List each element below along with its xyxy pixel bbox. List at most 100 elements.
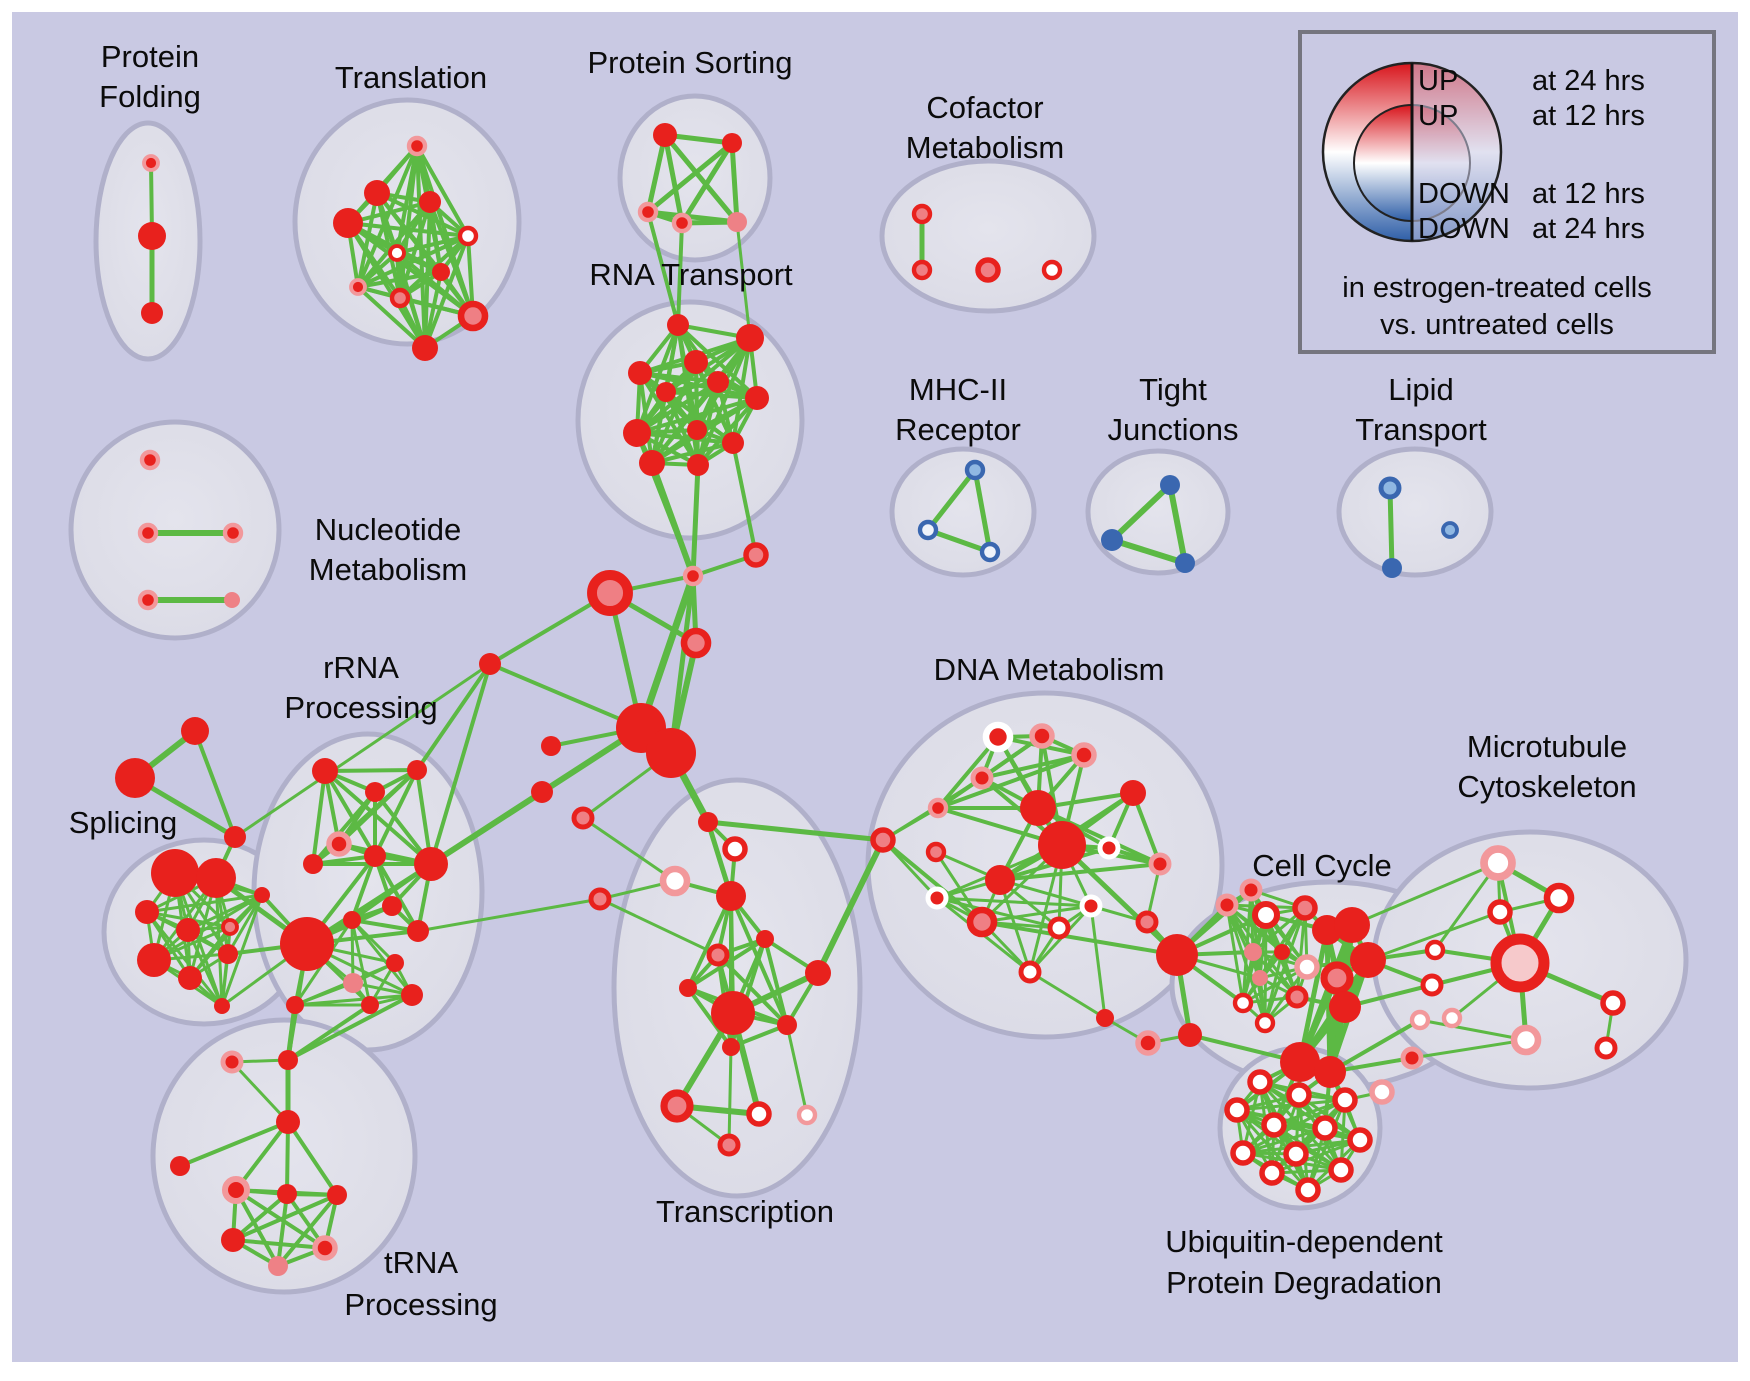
gene-node-rt8 — [623, 419, 651, 447]
node-layer — [115, 123, 1626, 1276]
gene-node-rb — [365, 782, 385, 802]
gene-node-s11 — [218, 944, 238, 964]
gene-node-nm1 — [139, 449, 161, 471]
gene-node-cc4 — [680, 627, 712, 659]
edge — [664, 390, 759, 400]
gene-node-cm2 — [911, 259, 933, 281]
gene-node-m20 — [1096, 1009, 1114, 1027]
edge — [1167, 482, 1188, 566]
edge — [346, 221, 470, 238]
gene-node-c11 — [1254, 1012, 1276, 1034]
gene-node-x12 — [660, 1089, 694, 1123]
gene-node-ps5 — [727, 212, 747, 232]
gene-node-m11 — [1097, 836, 1121, 860]
gene-node-cp2 — [646, 728, 696, 778]
gene-node-m3 — [1071, 742, 1097, 768]
edge — [1433, 861, 1500, 952]
edge — [635, 396, 759, 435]
gene-node-tj1 — [1160, 475, 1180, 495]
legend-time-label: at 12 hrs — [1532, 100, 1645, 132]
gene-node-b10 — [1259, 1160, 1285, 1186]
gene-node-tl1 — [406, 135, 428, 157]
edge — [234, 1120, 290, 1192]
edge — [676, 221, 684, 327]
gene-node-s6 — [135, 900, 159, 924]
edge — [679, 140, 735, 226]
gene-node-rt2 — [736, 324, 764, 352]
gene-node-nm4 — [137, 589, 159, 611]
edge — [323, 768, 419, 773]
gene-node-cl3 — [571, 806, 595, 830]
gene-node-tl7 — [432, 263, 450, 281]
gene-node-pf2 — [138, 222, 166, 250]
gene-node-b9 — [1347, 1127, 1373, 1153]
gene-node-rt5 — [707, 371, 729, 393]
edge — [1270, 1138, 1362, 1175]
gene-node-m2 — [1029, 723, 1055, 749]
gene-node-rt3 — [684, 350, 708, 374]
gene-node-x15 — [717, 1133, 741, 1157]
gene-node-ps2 — [722, 133, 742, 153]
edge — [488, 662, 643, 730]
gene-node-rt4 — [628, 361, 652, 385]
gene-node-d0 — [698, 812, 718, 832]
edge — [705, 819, 886, 843]
edge — [233, 662, 492, 839]
cluster-ellipse-cofactor-metabolism — [879, 158, 1097, 314]
gene-node-tj2 — [1101, 529, 1123, 551]
cluster-label-transcription: Transcription — [656, 1194, 834, 1229]
edge — [1109, 537, 1188, 566]
edge — [350, 918, 420, 933]
gene-node-nm3 — [222, 522, 244, 544]
gene-node-x7 — [679, 979, 697, 997]
gene-node-s7 — [176, 918, 200, 942]
cluster-label-mhc-ii-receptor: Receptor — [895, 412, 1021, 447]
edge — [1387, 485, 1395, 571]
edge — [346, 221, 427, 350]
cluster-label-rrna-processing: Processing — [284, 690, 437, 725]
gene-node-s13 — [214, 998, 230, 1014]
gene-node-tl10 — [457, 300, 489, 332]
gene-node-rc — [407, 760, 427, 780]
gene-node-b2 — [1286, 1082, 1312, 1108]
gene-node-x6 — [706, 943, 730, 967]
gene-node-c3 — [1239, 878, 1263, 902]
gene-node-s8 — [221, 918, 239, 936]
gene-node-nm2 — [137, 522, 159, 544]
edge — [662, 132, 685, 226]
edge — [881, 838, 984, 924]
edge — [729, 140, 740, 225]
gene-node-rk — [407, 920, 429, 942]
gene-node-x1 — [722, 836, 748, 862]
gene-node-b11 — [1328, 1157, 1354, 1183]
edge — [395, 251, 475, 318]
edge — [727, 1045, 733, 1147]
edge — [1089, 904, 1107, 1020]
gene-node-x8 — [805, 960, 831, 986]
gene-node-tl9 — [389, 287, 411, 309]
edge — [193, 729, 237, 839]
gene-node-m17 — [1047, 916, 1071, 940]
gene-node-lt2 — [1382, 558, 1402, 578]
edge — [1109, 482, 1173, 543]
legend-time-label: at 24 hrs — [1532, 213, 1645, 245]
gene-node-tl6 — [388, 244, 406, 262]
gene-node-u1 — [1480, 845, 1516, 881]
edge — [350, 918, 414, 997]
gene-node-s3 — [224, 826, 246, 848]
cluster-label-cell-cycle: Cell Cycle — [1252, 848, 1392, 883]
gene-node-c10 — [1232, 992, 1254, 1014]
gene-node-x3 — [716, 881, 746, 911]
cluster-label-tight-junctions: Tight — [1139, 372, 1207, 407]
cluster-label-protein-sorting: Protein Sorting — [587, 45, 792, 80]
edge — [763, 937, 789, 1027]
legend-direction-label: UP — [1418, 65, 1458, 97]
cluster-label-nucleotide-metabolism: Metabolism — [309, 552, 468, 587]
gene-node-c5 — [1292, 895, 1318, 921]
edge — [1241, 1126, 1327, 1155]
gene-node-rg — [414, 847, 448, 881]
gene-node-t5 — [221, 1175, 251, 1205]
edge — [980, 920, 1179, 957]
gene-node-m7 — [1020, 790, 1056, 826]
